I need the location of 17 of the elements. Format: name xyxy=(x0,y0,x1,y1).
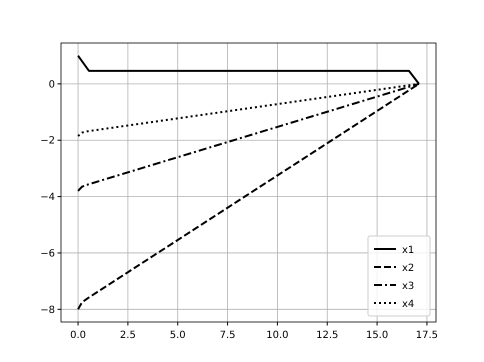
x-tick-label: 7.5 xyxy=(220,330,236,341)
y-tick-label: 0 xyxy=(48,79,55,90)
x-tick-label: 2.5 xyxy=(120,330,136,341)
legend-label: x2 xyxy=(402,263,414,274)
y-tick-label: −8 xyxy=(40,304,55,316)
x-tick-label: 12.5 xyxy=(316,330,338,341)
y-tick-label: −6 xyxy=(40,248,55,260)
legend-label: x1 xyxy=(402,245,414,256)
y-tick-label: −4 xyxy=(40,192,55,204)
y-tick-label: −2 xyxy=(40,136,55,147)
x-tick-label: 15.0 xyxy=(366,330,388,341)
x-tick-label: 0.0 xyxy=(70,330,86,341)
legend-label: x3 xyxy=(402,281,414,292)
x-tick-label: 10.0 xyxy=(266,330,289,341)
x-tick-label: 17.5 xyxy=(416,330,438,341)
legend-label: x4 xyxy=(402,299,414,310)
x-tick-label: 5.0 xyxy=(170,330,186,341)
